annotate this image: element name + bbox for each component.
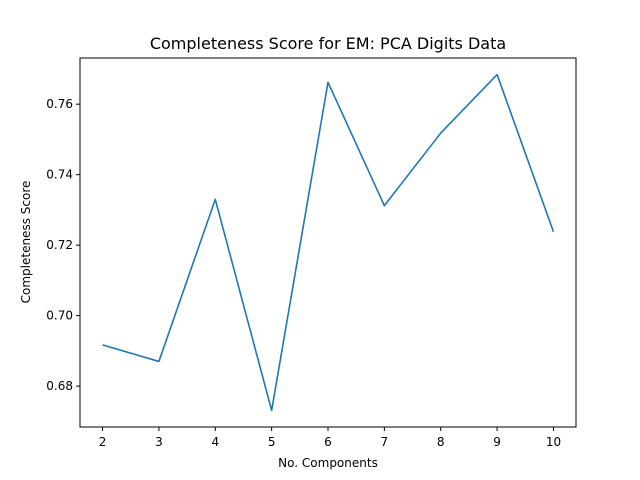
x-tick-label-2: 4 [211,435,219,449]
x-tick-label-6: 8 [437,435,445,449]
y-tick-label-3: 0.74 [46,168,73,182]
x-tick-label-4: 6 [324,435,332,449]
y-tick-label-1: 0.70 [46,309,73,323]
y-tick-label-4: 0.76 [46,97,73,111]
x-tick-label-8: 10 [546,435,561,449]
chart-title: Completeness Score for EM: PCA Digits Da… [150,34,506,53]
x-tick-label-1: 3 [155,435,163,449]
x-tick-label-7: 9 [493,435,501,449]
data-points [102,74,554,411]
x-axis: 2 3 4 5 6 7 8 9 10 [99,427,561,449]
y-axis: 0.68 0.70 0.72 0.74 0.76 [46,97,80,393]
x-tick-label-5: 7 [381,435,389,449]
x-tick-label-0: 2 [99,435,107,449]
y-tick-label-0: 0.68 [46,379,73,393]
y-axis-label: Completeness Score [19,181,33,304]
y-tick-label-2: 0.72 [46,238,73,252]
x-axis-label: No. Components [278,456,378,470]
x-tick-label-3: 5 [268,435,276,449]
